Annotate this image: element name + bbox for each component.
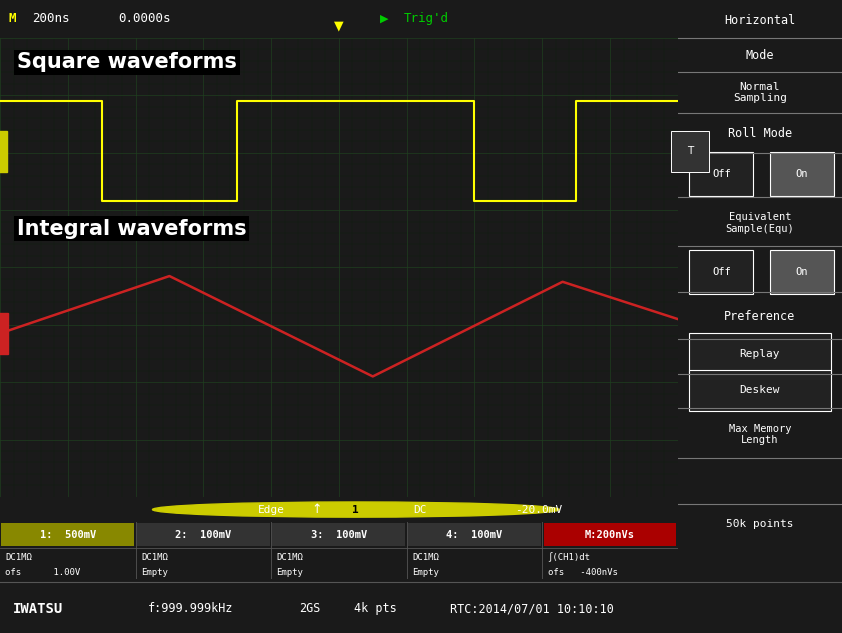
FancyBboxPatch shape — [770, 153, 834, 196]
Text: Empty: Empty — [276, 568, 303, 577]
Text: Off: Off — [712, 169, 731, 179]
Text: On: On — [796, 169, 808, 179]
Text: T: T — [687, 146, 693, 156]
Text: DC1MΩ: DC1MΩ — [5, 553, 32, 562]
Circle shape — [152, 502, 559, 517]
Text: ▶: ▶ — [380, 14, 388, 24]
Text: RTC:2014/07/01 10:10:10: RTC:2014/07/01 10:10:10 — [450, 602, 615, 615]
Text: 3:  100mV: 3: 100mV — [311, 530, 367, 540]
FancyBboxPatch shape — [770, 250, 834, 294]
Text: Integral waveforms: Integral waveforms — [17, 218, 247, 239]
Text: ofs   -400nVs: ofs -400nVs — [547, 568, 617, 577]
Text: DC1MΩ: DC1MΩ — [412, 553, 439, 562]
Text: -20.0mV: -20.0mV — [515, 505, 562, 515]
Text: 1:  500mV: 1: 500mV — [40, 530, 96, 540]
Text: Preference: Preference — [724, 310, 796, 323]
Text: Max Memory
Length: Max Memory Length — [728, 423, 791, 445]
Text: Deskew: Deskew — [739, 385, 781, 396]
Text: M: M — [8, 13, 16, 25]
Text: ofs      1.00V: ofs 1.00V — [5, 568, 81, 577]
Bar — [2, 523, 134, 546]
Text: 4:  100mV: 4: 100mV — [446, 530, 503, 540]
Text: ↑: ↑ — [308, 503, 322, 516]
Text: Edge: Edge — [258, 505, 285, 515]
Bar — [273, 523, 405, 546]
Text: ∫(CH1)dt: ∫(CH1)dt — [547, 553, 591, 562]
Text: 0.0000s: 0.0000s — [119, 13, 171, 25]
Text: Equivalent
Sample(Equ): Equivalent Sample(Equ) — [726, 212, 794, 234]
Text: DC1MΩ: DC1MΩ — [276, 553, 303, 562]
Text: IWATSU: IWATSU — [13, 602, 63, 616]
Bar — [408, 523, 541, 546]
Text: Empty: Empty — [412, 568, 439, 577]
Text: Mode: Mode — [746, 49, 774, 61]
Text: 2GS: 2GS — [299, 602, 320, 615]
Bar — [544, 523, 676, 546]
Text: Normal
Sampling: Normal Sampling — [733, 82, 787, 103]
FancyBboxPatch shape — [690, 370, 830, 411]
Text: DC: DC — [413, 505, 427, 515]
Text: 50k points: 50k points — [726, 519, 794, 529]
Text: M:200nVs: M:200nVs — [585, 530, 635, 540]
Text: f:999.999kHz: f:999.999kHz — [147, 602, 233, 615]
Text: Square waveforms: Square waveforms — [17, 53, 237, 72]
Text: Trig'd: Trig'd — [403, 13, 448, 25]
Text: Off: Off — [712, 267, 731, 277]
FancyBboxPatch shape — [690, 250, 754, 294]
Text: 200ns: 200ns — [33, 13, 70, 25]
Text: 1: 1 — [353, 505, 360, 515]
Bar — [137, 523, 269, 546]
Text: Roll Mode: Roll Mode — [727, 127, 792, 140]
FancyBboxPatch shape — [690, 153, 754, 196]
Text: 2:  100mV: 2: 100mV — [175, 530, 232, 540]
FancyBboxPatch shape — [690, 333, 830, 375]
Text: DC1MΩ: DC1MΩ — [141, 553, 168, 562]
Text: On: On — [796, 267, 808, 277]
Text: Replay: Replay — [739, 349, 781, 359]
Text: Horizontal: Horizontal — [724, 14, 796, 27]
Text: Empty: Empty — [141, 568, 168, 577]
Text: 4k pts: 4k pts — [354, 602, 397, 615]
Text: ▼: ▼ — [334, 19, 344, 32]
